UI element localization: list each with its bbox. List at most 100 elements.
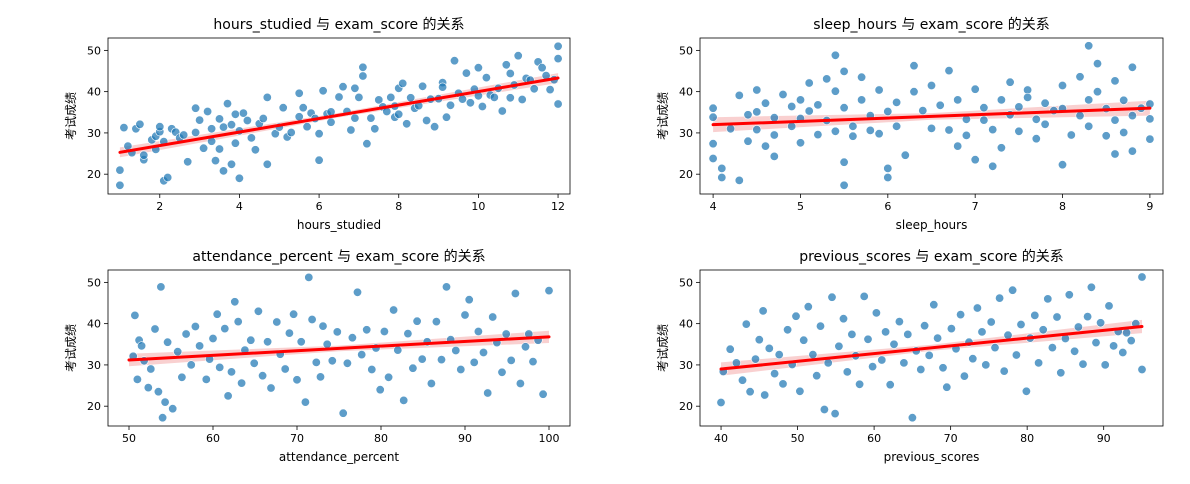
scatter-point xyxy=(314,155,324,165)
scatter-point xyxy=(384,372,394,382)
scatter-point xyxy=(501,60,511,70)
scatter-point xyxy=(795,95,805,105)
subplot-2: sleep_hours 与 exam_score 的关系 4 5 6 7 8 9 20 30 40… xyxy=(655,17,1164,232)
scatter-point xyxy=(449,56,459,66)
scatter-point xyxy=(315,372,325,382)
scatter-point xyxy=(230,109,240,119)
scatter-point xyxy=(207,124,217,134)
scatter-point xyxy=(327,356,337,366)
scatter-point xyxy=(227,120,237,130)
scatter-point xyxy=(362,325,372,335)
y-tick-label: 50 xyxy=(87,44,101,57)
scatter-point xyxy=(1043,294,1053,304)
scatter-point xyxy=(358,71,368,81)
scatter-point xyxy=(743,136,753,146)
scatter-point xyxy=(278,103,288,113)
scatter-point xyxy=(553,41,563,51)
y-tick-label: 20 xyxy=(87,168,101,181)
scatter-point xyxy=(367,364,377,374)
scatter-point xyxy=(754,335,764,345)
scatter-point xyxy=(375,385,385,395)
scatter-point xyxy=(520,342,530,352)
scatter-point xyxy=(203,107,213,117)
scatter-point xyxy=(347,333,357,343)
scatter-point xyxy=(219,122,229,132)
scatter-point xyxy=(830,86,840,96)
scatter-point xyxy=(183,157,193,167)
scatter-point xyxy=(899,358,909,368)
scatter-point xyxy=(1137,364,1147,374)
scatter-point xyxy=(918,106,928,116)
scatter-point xyxy=(1021,386,1031,396)
scatter-point xyxy=(473,63,483,73)
scatter-point xyxy=(1034,358,1044,368)
scatter-point xyxy=(791,311,801,321)
scatter-point xyxy=(986,317,996,327)
x-tick-label: 50 xyxy=(791,432,805,445)
scatter-point xyxy=(477,102,487,112)
scatter-point xyxy=(1145,114,1155,124)
y-tick-label: 20 xyxy=(679,168,693,181)
x-tick-label: 70 xyxy=(944,432,958,445)
scatter-point xyxy=(865,125,875,135)
scatter-point xyxy=(181,329,191,339)
scatter-point xyxy=(1052,312,1062,322)
scatter-point xyxy=(406,93,416,103)
scatter-point xyxy=(179,130,189,140)
scatter-point xyxy=(135,119,145,129)
y-tick-label: 30 xyxy=(87,127,101,140)
scatter-point xyxy=(924,350,934,360)
scatter-point xyxy=(538,389,548,399)
scatter-point xyxy=(537,63,547,73)
scatter-point xyxy=(1040,98,1050,108)
scatter-points xyxy=(128,272,554,423)
scatter-point xyxy=(1126,336,1136,346)
scatter-point xyxy=(1008,285,1018,295)
subplot-4: previous_scores 与 exam_score 的关系 40 50 60 70… xyxy=(655,249,1164,464)
scatter-point xyxy=(929,300,939,310)
scatter-point xyxy=(215,114,225,124)
scatter-point xyxy=(995,293,1005,303)
scatter-point xyxy=(839,103,849,113)
scatter-point xyxy=(1040,119,1050,129)
scatter-point xyxy=(795,138,805,148)
scatter-point xyxy=(294,88,304,98)
scatter-point xyxy=(1100,360,1110,370)
scatter-point xyxy=(1016,319,1026,329)
scatter-point xyxy=(933,333,943,343)
x-tick-label: 9 xyxy=(1146,200,1153,213)
scatter-point xyxy=(808,350,818,360)
scatter-point xyxy=(857,72,867,82)
x-tick-label: 70 xyxy=(290,432,304,445)
scatter-point xyxy=(708,154,718,164)
scatter-point xyxy=(752,85,762,95)
scatter-point xyxy=(970,155,980,165)
scatter-point xyxy=(338,82,348,92)
scatter-point xyxy=(1093,87,1103,97)
scatter-point xyxy=(505,93,515,103)
scatter-point xyxy=(379,326,389,336)
scatter-point xyxy=(488,312,498,322)
scatter-point xyxy=(302,122,312,132)
scatter-point xyxy=(830,409,840,419)
scatter-point xyxy=(717,163,727,173)
scatter-point xyxy=(1023,92,1033,102)
scatter-point xyxy=(201,374,211,384)
scatter-point xyxy=(760,141,770,151)
y-tick-label: 50 xyxy=(679,276,693,289)
x-axis-label: hours_studied xyxy=(297,218,381,232)
scatter-point xyxy=(838,314,848,324)
scatter-point xyxy=(741,319,751,329)
scatter-point xyxy=(1011,350,1021,360)
scatter-point xyxy=(398,78,408,88)
scatter-point xyxy=(318,86,328,96)
scatter-point xyxy=(1096,318,1106,328)
scatter-point xyxy=(130,310,140,320)
scatter-point xyxy=(1073,322,1083,332)
scatter-point xyxy=(422,116,432,126)
scatter-point xyxy=(393,345,403,355)
scatter-point xyxy=(461,68,471,78)
y-tick-label: 40 xyxy=(679,86,693,99)
scatter-point xyxy=(227,159,237,169)
